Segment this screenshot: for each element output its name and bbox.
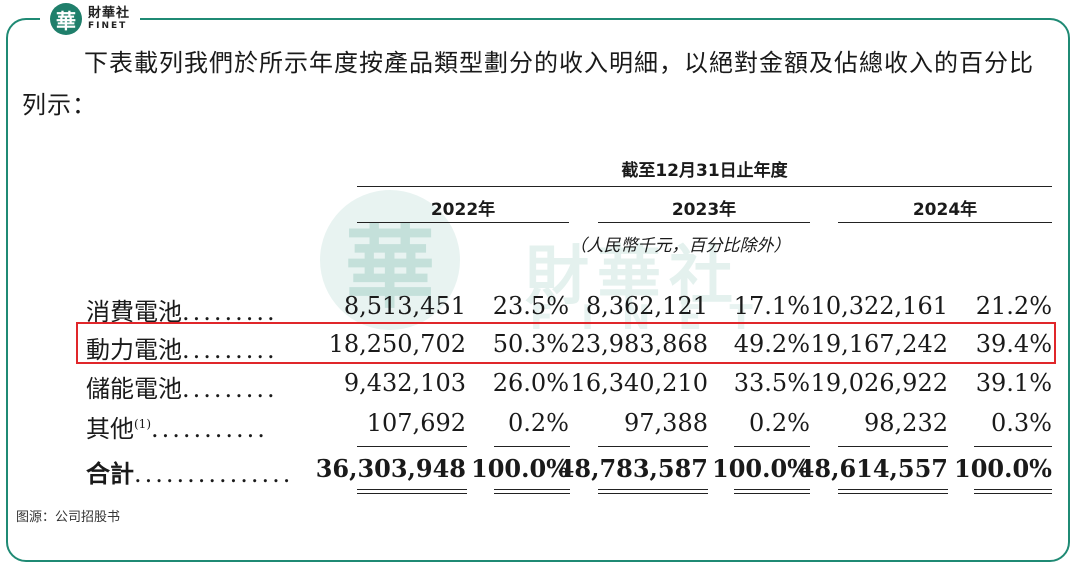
pct-cell: 0.3% (991, 409, 1052, 437)
value-cell: 97,388 (624, 409, 708, 437)
total-double-rule (974, 489, 1052, 494)
year-2023: 2023年 (671, 200, 737, 220)
value-cell: 23,983,868 (570, 330, 708, 358)
pct-cell: 33.5% (733, 369, 810, 397)
unit-note: （人民幣千元，百分比除外） (569, 236, 791, 256)
table-row: 儲能電池......... 9,432,103 26.0% 16,340,210… (0, 369, 1080, 409)
total-rule-top (494, 446, 570, 447)
value-cell: 8,513,451 (343, 292, 466, 320)
year-rule-2023 (598, 222, 810, 223)
brand-text: 財華社 FINET (88, 7, 130, 31)
intro-paragraph: 下表載列我們於所示年度按產品類型劃分的收入明細，以絕對金額及佔總收入的百分比列示… (22, 49, 1034, 119)
year-rule-2022 (357, 222, 569, 223)
table-row: 其他(1)........... 107,692 0.2% 97,388 0.2… (0, 409, 1080, 449)
row-label: 動力電池......... (86, 336, 278, 364)
source-note: 图源：公司招股书 (16, 510, 121, 525)
pct-cell: 21.2% (975, 292, 1052, 320)
total-row: 合計............... 36,303,948 100.0% 48,7… (0, 454, 1080, 494)
value-cell: 107,692 (366, 409, 466, 437)
pct-cell: 23.5% (492, 292, 569, 320)
total-rule-top (734, 446, 810, 447)
pct-cell: 0.2% (508, 409, 569, 437)
pct-cell: 17.1% (733, 292, 810, 320)
value-cell: 8,362,121 (585, 292, 708, 320)
brand-logo: 華 財華社 FINET (40, 2, 141, 36)
total-double-rule (838, 489, 948, 494)
year-2024: 2024年 (912, 200, 978, 220)
card-frame (6, 18, 1070, 562)
total-rule-top (974, 446, 1052, 447)
total-rule-top (357, 446, 467, 447)
period-header: 截至12月31日止年度 (621, 161, 788, 181)
value-cell: 19,026,922 (810, 369, 948, 397)
row-label: 其他(1)........... (86, 415, 268, 443)
total-double-rule (598, 489, 708, 494)
highlight-box (76, 322, 1056, 364)
header-rule (357, 186, 1052, 187)
value-cell: 10,322,161 (810, 292, 948, 320)
pct-cell: 26.0% (492, 369, 569, 397)
year-2022: 2022年 (430, 200, 496, 220)
footnote-marker: (1) (134, 417, 151, 431)
total-double-rule (494, 489, 570, 494)
total-rule-top (838, 446, 948, 447)
pct-cell: 39.4% (975, 330, 1052, 358)
total-pct-cell: 100.0% (954, 454, 1052, 483)
total-value-cell: 36,303,948 (315, 454, 466, 483)
total-value-cell: 48,614,557 (797, 454, 948, 483)
pct-cell: 50.3% (492, 330, 569, 358)
pct-cell: 0.2% (749, 409, 810, 437)
brand-name-en: FINET (88, 21, 128, 31)
total-double-rule (357, 489, 467, 494)
value-cell: 16,340,210 (570, 369, 708, 397)
value-cell: 98,232 (864, 409, 948, 437)
row-label: 儲能電池......... (86, 375, 278, 403)
value-cell: 19,167,242 (810, 330, 948, 358)
pct-cell: 39.1% (975, 369, 1052, 397)
total-value-cell: 48,783,587 (557, 454, 708, 483)
total-pct-cell: 100.0% (712, 454, 810, 483)
value-cell: 9,432,103 (343, 369, 466, 397)
year-rule-2024 (838, 222, 1052, 223)
table-row: 動力電池......... 18,250,702 50.3% 23,983,86… (0, 330, 1080, 370)
brand-mark-icon: 華 (50, 3, 82, 35)
value-cell: 18,250,702 (328, 330, 466, 358)
brand-name-cn: 財華社 (88, 6, 131, 21)
total-label: 合計............... (86, 459, 294, 488)
total-double-rule (734, 489, 810, 494)
row-label: 消費電池......... (86, 298, 278, 326)
total-pct-cell: 100.0% (471, 454, 569, 483)
table-row: 消費電池......... 8,513,451 23.5% 8,362,121 … (0, 292, 1080, 332)
pct-cell: 49.2% (733, 330, 810, 358)
total-rule-top (598, 446, 708, 447)
